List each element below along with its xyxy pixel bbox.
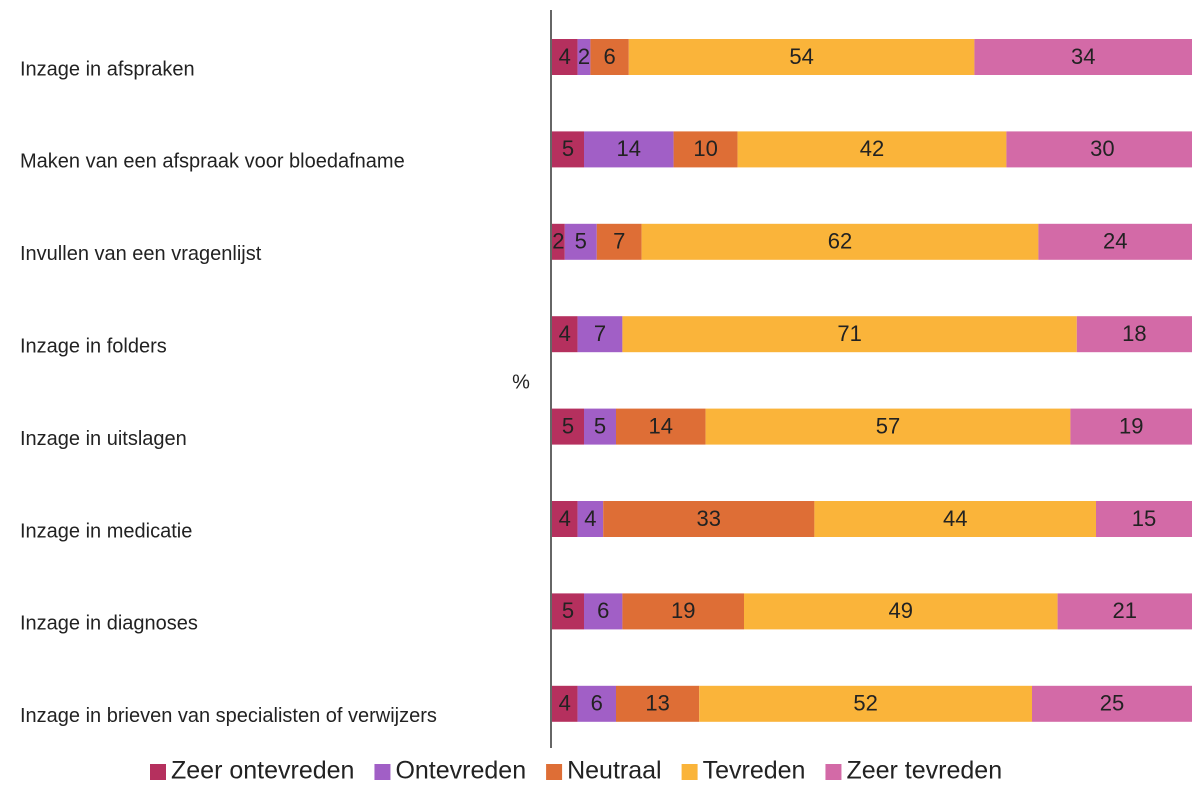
- bar-segment: [584, 593, 623, 630]
- value-label: 57: [876, 413, 900, 438]
- value-label: 13: [645, 691, 669, 716]
- bar-segment: [737, 131, 1007, 168]
- value-label: 71: [837, 321, 861, 346]
- value-label: 18: [1122, 321, 1146, 346]
- bar-segment: [641, 223, 1039, 260]
- axis-label: %: [512, 371, 530, 393]
- legend-swatch: [681, 764, 698, 780]
- value-label: 5: [562, 598, 574, 623]
- value-label: 6: [603, 44, 615, 69]
- bar-segment: [622, 316, 1077, 353]
- value-label: 14: [617, 136, 641, 161]
- value-label: 21: [1113, 598, 1137, 623]
- value-label: 7: [613, 229, 625, 254]
- bar-segment: [744, 593, 1058, 630]
- bar-segment: [577, 39, 591, 75]
- value-label: 62: [828, 229, 852, 254]
- value-label: 5: [562, 136, 574, 161]
- value-label: 19: [1119, 413, 1143, 438]
- value-label: 6: [597, 598, 609, 623]
- value-label: 10: [693, 136, 717, 161]
- category-label: Inzage in folders: [20, 335, 167, 357]
- legend-swatch: [374, 764, 391, 780]
- bar-segment: [590, 39, 629, 75]
- bar-segment: [699, 685, 1032, 722]
- value-label: 15: [1132, 506, 1156, 531]
- value-label: 25: [1100, 691, 1124, 716]
- bar-segment: [974, 39, 1192, 75]
- category-label: Invullen van een vragenlijst: [20, 243, 262, 265]
- value-label: 52: [853, 691, 877, 716]
- value-label: 6: [591, 691, 603, 716]
- value-label: 5: [594, 413, 606, 438]
- value-label: 34: [1071, 44, 1095, 69]
- bar-segment: [552, 408, 584, 445]
- value-label: 5: [562, 413, 574, 438]
- legend-swatch: [825, 764, 842, 780]
- category-label: Inzage in diagnoses: [20, 613, 198, 635]
- legend-label: Zeer tevreden: [846, 757, 1002, 785]
- bar-segment: [577, 501, 604, 537]
- bar-segment: [552, 501, 578, 537]
- bar-segment: [596, 223, 642, 260]
- value-label: 4: [584, 506, 596, 531]
- bar-segment: [1076, 316, 1192, 353]
- value-label: 2: [552, 229, 564, 254]
- value-label: 19: [671, 598, 695, 623]
- bar-segment: [673, 131, 738, 168]
- value-label: 4: [559, 44, 571, 69]
- bar-segment: [584, 408, 616, 445]
- value-label: 30: [1090, 136, 1114, 161]
- bar-segment: [628, 39, 975, 75]
- legend-swatch: [546, 764, 563, 780]
- bar-segment: [552, 223, 565, 260]
- value-label: 14: [649, 413, 673, 438]
- bar-segment: [577, 316, 623, 353]
- value-label: 4: [559, 691, 571, 716]
- value-label: 5: [575, 229, 587, 254]
- value-label: 33: [697, 506, 721, 531]
- category-label: Inzage in uitslagen: [20, 428, 187, 450]
- value-label: 4: [559, 321, 571, 346]
- bar-segment: [705, 408, 1071, 445]
- bar-segment: [622, 593, 744, 630]
- bar-segment: [564, 223, 597, 260]
- bar-segment: [1038, 223, 1192, 260]
- bar-segment: [1070, 408, 1192, 445]
- legend-label: Zeer ontevreden: [171, 757, 354, 785]
- value-label: 7: [594, 321, 606, 346]
- bar-segment: [584, 131, 674, 168]
- category-label: Maken van een afspraak voor bloedafname: [20, 151, 405, 173]
- bar-segment: [616, 408, 706, 445]
- value-label: 2: [578, 44, 590, 69]
- value-label: 54: [789, 44, 813, 69]
- value-label: 24: [1103, 229, 1127, 254]
- bar-segment: [552, 316, 578, 353]
- legend-label: Neutraal: [567, 757, 662, 785]
- bar-segment: [552, 131, 584, 168]
- bar-segment: [552, 593, 584, 630]
- category-label: Inzage in medicatie: [20, 520, 192, 542]
- bar-segment: [603, 501, 815, 537]
- category-label: Inzage in brieven van specialisten of ve…: [20, 705, 437, 727]
- bar-segment: [814, 501, 1096, 537]
- bar-segment: [1006, 131, 1192, 168]
- bar-segment: [552, 685, 578, 722]
- legend-label: Tevreden: [703, 757, 806, 785]
- value-label: 49: [889, 598, 913, 623]
- bar-segment: [1096, 501, 1192, 537]
- legend-label: Ontevreden: [395, 757, 526, 785]
- value-label: 44: [943, 506, 967, 531]
- value-label: 4: [559, 506, 571, 531]
- bar-segment: [1057, 593, 1192, 630]
- bar-segment: [1032, 685, 1192, 722]
- category-label: Inzage in afspraken: [20, 58, 195, 80]
- bar-segment: [577, 685, 616, 722]
- value-label: 42: [860, 136, 884, 161]
- bar-segment: [552, 39, 578, 75]
- legend-swatch: [150, 764, 166, 780]
- bar-segment: [616, 685, 700, 722]
